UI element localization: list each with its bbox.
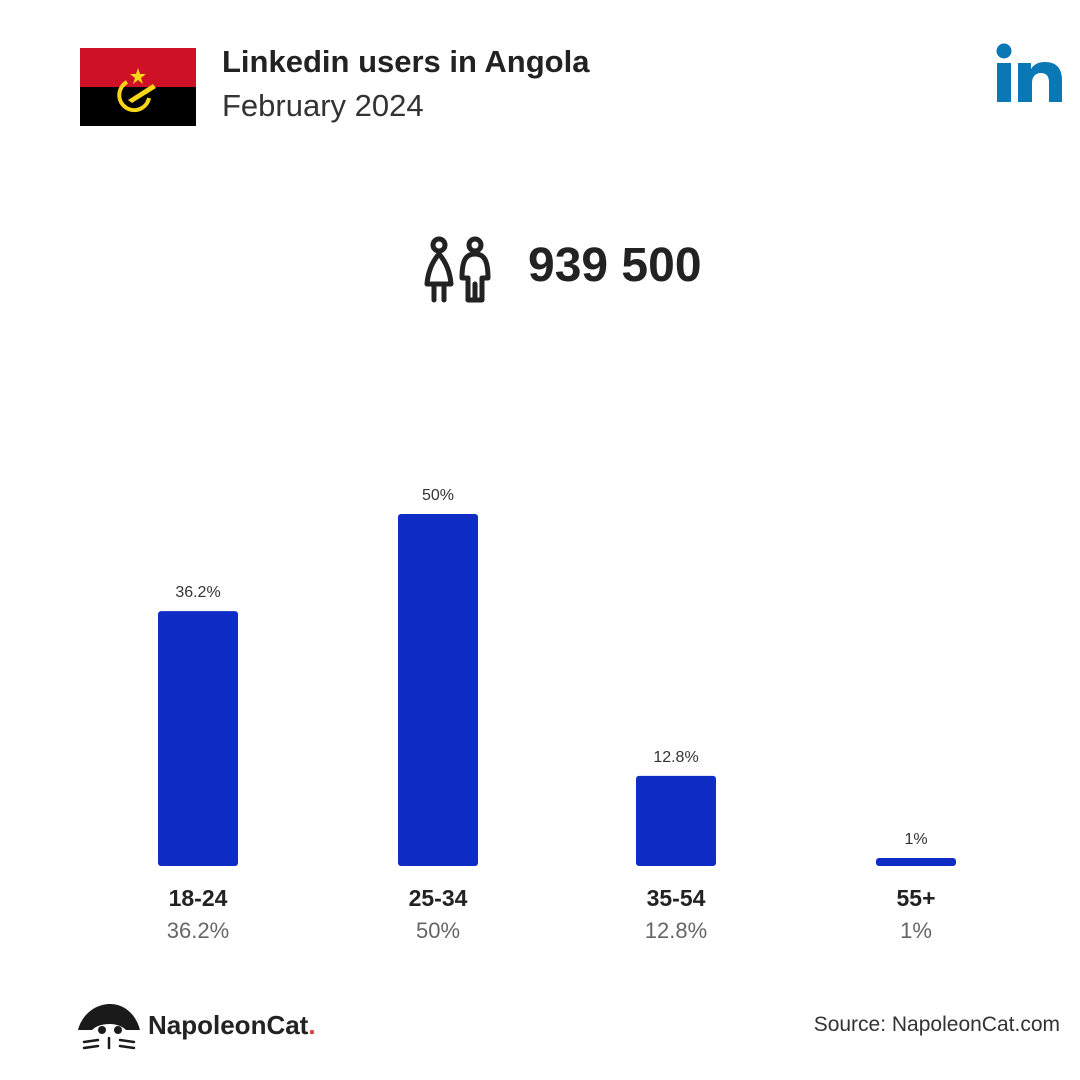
bar-value-label: 50% <box>422 487 454 504</box>
bar-value-label: 12.8% <box>653 749 698 766</box>
bar-35-54 <box>636 775 716 866</box>
bar-value-label: 36.2% <box>175 584 220 601</box>
total-users-value: 939 500 <box>528 239 702 292</box>
source-text: Source: NapoleonCat.com <box>813 1013 1060 1036</box>
users-icon <box>424 236 491 303</box>
angola-flag-icon <box>80 48 196 126</box>
bar-18-24 <box>158 611 238 866</box>
brand-name: NapoleonCat. <box>148 1010 316 1040</box>
page-title: Linkedin users in Angola <box>222 44 590 79</box>
page-subtitle: February 2024 <box>222 88 424 123</box>
category-label: 35-54 <box>647 885 706 911</box>
category-label: 55+ <box>896 885 935 911</box>
category-percent-label: 12.8% <box>645 918 707 943</box>
category-percent-label: 36.2% <box>167 918 229 943</box>
category-label: 18-24 <box>169 885 228 911</box>
bar-value-label: 1% <box>904 831 927 848</box>
category-percent-label: 1% <box>900 918 932 943</box>
bar-55+ <box>876 858 956 866</box>
brand-dot: . <box>308 1010 316 1040</box>
bar-25-34 <box>398 514 478 866</box>
category-label: 25-34 <box>409 885 468 911</box>
category-percent-label: 50% <box>416 918 460 943</box>
linkedin-logo-icon <box>996 43 1062 102</box>
napoleoncat-logo-icon <box>78 1004 140 1050</box>
